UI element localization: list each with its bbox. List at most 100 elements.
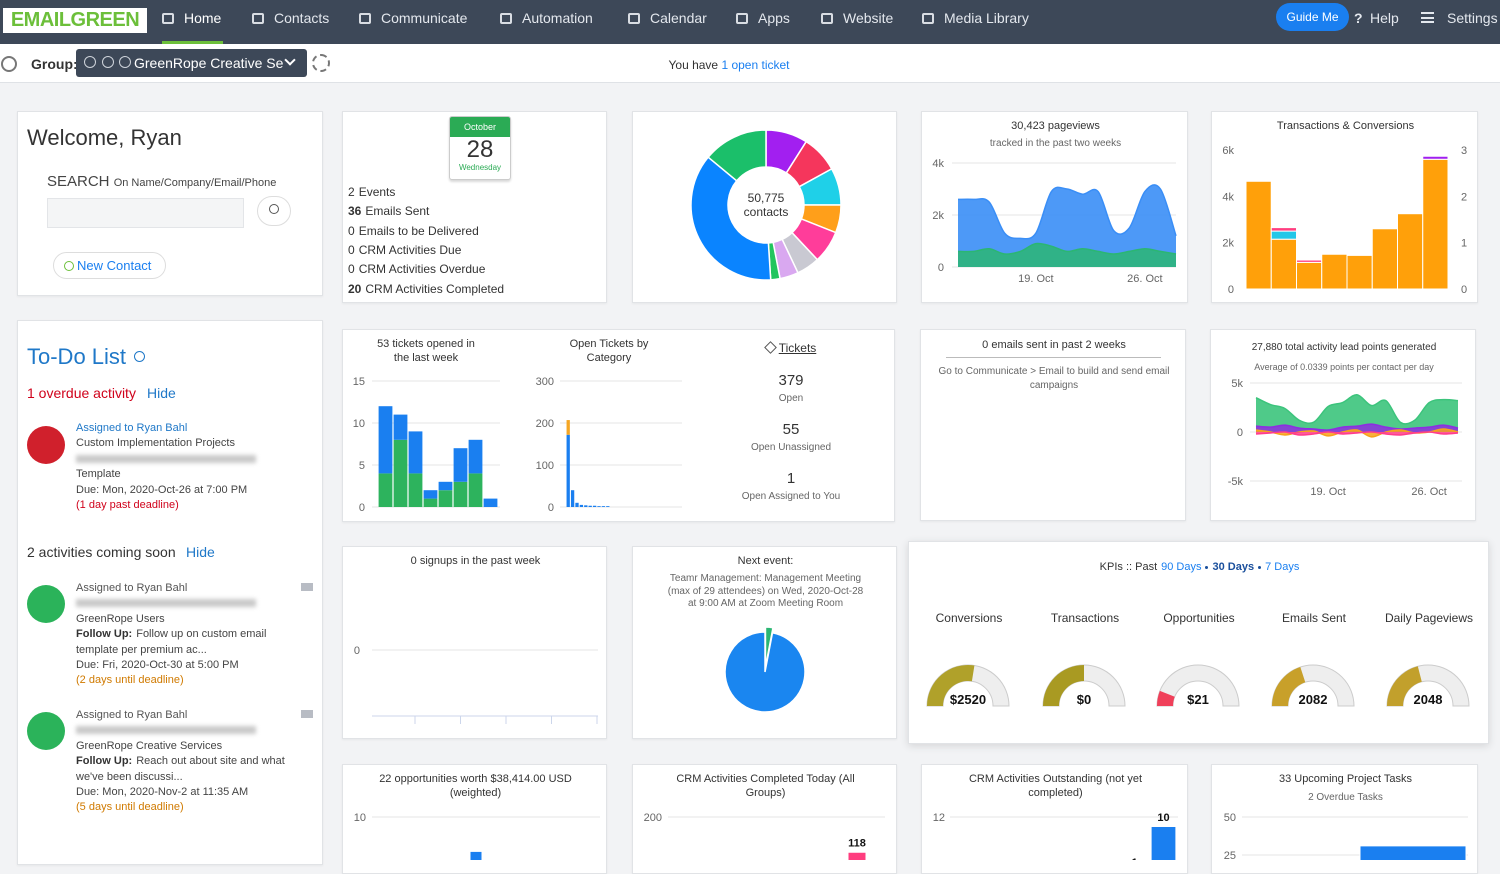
activity-icon [27,426,65,464]
group-select[interactable]: GreenRope Creative Se [76,49,307,77]
chart-title: 0 signups in the past week [410,555,541,567]
chart-title: Open Tickets by Category [569,338,649,364]
deadline-status: (2 days until deadline) [76,674,184,687]
task-name: Template [76,468,121,481]
kpi-header: KPIs :: Past 90 Days 30 Days 7 Days [909,560,1490,574]
search-input[interactable] [47,198,244,228]
activity-icon [27,712,65,750]
group-icons [84,56,96,68]
add-icon[interactable] [134,351,145,362]
kpi-panel: KPIs :: Past 90 Days 30 Days 7 Days Convers… [908,541,1489,744]
nav-item[interactable]: Media Library [922,0,1029,44]
assigned: Assigned to Ryan Bahl [76,422,188,434]
nav-label: Communicate [381,10,468,26]
deadline-status: (1 day past deadline) [76,499,179,511]
emails-panel: 0 emails sent in past 2 weeks Go to Comm… [920,329,1186,521]
stat-count: 0 [348,223,355,238]
project: Custom Implementation Projects [76,437,235,450]
nav-item[interactable]: Communicate [359,0,467,44]
blur [76,726,256,735]
calendar-month: October [450,117,510,137]
nav-icon [922,13,934,24]
nav-icon [500,13,512,24]
settings-link[interactable]: Settings [1447,10,1498,26]
nav-item[interactable]: Home [162,0,221,44]
nav-item[interactable]: Automation [500,0,593,44]
todo-title: To-Do List [27,344,127,369]
next-event-title: Next event: [737,555,794,567]
nav-icon [359,13,371,24]
flag-icon[interactable] [301,710,313,718]
kpi-range[interactable]: 90 Days [1161,561,1202,573]
nav-label: Calendar [650,10,707,26]
group: GreenRope Users [76,612,165,625]
calendar-stat: 20 CRM Activities Completed [348,282,504,296]
nav-item[interactable]: Website [821,0,893,44]
nav-item[interactable]: Apps [736,0,790,44]
nav-icon [628,13,640,24]
nav-icon [821,13,833,24]
tickets-link-text[interactable]: Tickets [778,341,817,355]
separator-dot [1205,565,1209,569]
help-icon: ? [1354,10,1363,26]
stat-label: CRM Activities Completed [365,281,505,296]
chevron [284,54,296,66]
group-bar: Group: GreenRope Creative Se You have 1 … [0,44,1500,83]
tickets-link[interactable]: Tickets [731,341,851,355]
chart-subtitle: 2 Overdue Tasks [1308,792,1383,803]
tickets-panel: 53 tickets opened in the last week Open … [342,329,895,522]
calendar-panel: October 28 Wednesday 2 Events 36 Emails Sen… [342,111,607,303]
hide-link[interactable]: Hide [147,385,176,401]
ticket-notice: You have 1 open ticket [600,58,858,72]
next-event-text: Teamr Management: Management Meeting (ma… [667,573,864,609]
guide-button[interactable]: Guide Me [1276,3,1349,31]
assigned: Assigned to Ryan Bahl [76,709,188,721]
magnifier [269,204,279,214]
flag-icon[interactable] [301,583,313,591]
chart-title: 27,880 total activity lead points genera… [1251,342,1437,353]
chart-title: 30,423 pageviews [1011,120,1100,132]
chart-title: 22 opportunities worth $38,414.00 USD (w… [379,773,572,799]
group-label: Group: [31,56,78,72]
calendar-stat: 2 Events [348,185,395,199]
stat-label: Emails to be Delivered [358,223,479,238]
pageviews-panel: 30,423 pageviews tracked in the past two… [921,111,1188,303]
new-contact-button[interactable]: New Contact [53,252,166,279]
kpi-range[interactable]: 30 Days [1212,561,1255,573]
nav-icon [162,13,174,24]
emails-title: 0 emails sent in past 2 weeks [982,339,1126,351]
chart-title: Transactions & Conversions [1276,120,1415,132]
follow-up: Follow Up: Follow up on custom email temp… [76,627,291,658]
nav-label: Apps [758,10,790,26]
due-date: Due: Fri, 2020-Oct-30 at 5:00 PM [76,659,239,671]
kpi-range[interactable]: 7 Days [1265,561,1300,573]
calendar-stat: 0 CRM Activities Due [348,243,461,257]
ticket-count: 379 [778,372,804,389]
follow-up: Follow Up: Reach out about site and what … [76,754,291,785]
project-tasks-panel: 33 Upcoming Project Tasks 2 Overdue Task… [1211,764,1478,874]
gear-icon[interactable] [312,54,330,72]
chart-title: CRM Activities Outstanding (not yet comp… [968,773,1142,799]
hide-link[interactable]: Hide [186,544,215,560]
help-link[interactable]: Help [1370,10,1399,26]
stat-count: 0 [348,242,355,257]
blurred-text [76,596,256,611]
next-event-panel: Next event: Teamr Management: Management… [632,546,897,739]
signups-panel: 0 signups in the past week [342,546,607,739]
due-date: Due: Mon, 2020-Nov-2 at 11:35 AM [76,786,249,798]
logo[interactable]: EMAILGREEN [3,8,147,33]
stat-count: 20 [348,281,362,296]
welcome-title: Welcome, Ryan [27,125,182,150]
stat-label: CRM Activities Due [358,242,462,257]
notice-link[interactable]: 1 open ticket [721,58,790,72]
nav-item[interactable]: Contacts [252,0,329,44]
calendar-weekday: Wednesday [458,163,502,172]
search-button[interactable] [257,196,291,226]
search-hint: On Name/Company/Email/Phone [113,177,277,189]
nav-label: Automation [522,10,593,26]
ticket-count-label: Open Assigned to You [741,491,841,502]
nav-item[interactable]: Calendar [628,0,707,44]
follow-text: Follow up on custom email template per p… [76,628,267,656]
chart-subtitle: tracked in the past two weeks [989,138,1122,149]
network-icon [1,56,17,72]
